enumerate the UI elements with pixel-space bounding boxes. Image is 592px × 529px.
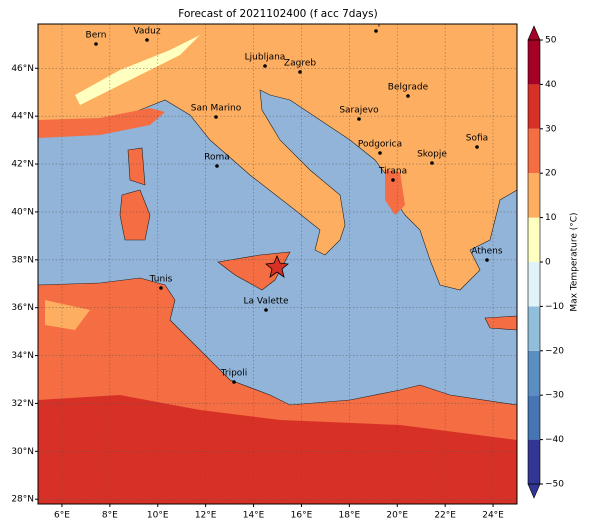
- city-label: Tripoli: [220, 369, 248, 379]
- crete: [484, 315, 517, 331]
- colorbar-band: [528, 306, 540, 351]
- colorbar-tick-label: −40: [545, 435, 564, 445]
- colorbar-label: Max Temperature (°C): [570, 212, 580, 311]
- lat-tick-label: 42°N: [11, 160, 34, 170]
- colorbar-tick-label: −30: [545, 391, 564, 401]
- lon-tick-label: 20°E: [386, 511, 408, 521]
- colorbar-tick-label: 0: [545, 258, 551, 268]
- colorbar: −50 −40 −30 −20 −10 0 10 20 30 40 50: [527, 25, 564, 499]
- lat-tick-label: 36°N: [11, 303, 34, 313]
- colorbar-tick-label: 20: [545, 169, 557, 179]
- colorbar-tick-label: 30: [545, 124, 557, 134]
- city-dot: [214, 115, 218, 119]
- sicily: [217, 251, 291, 291]
- city-dot: [357, 117, 361, 121]
- colorbar-extend-top: [527, 25, 541, 41]
- forecast-star: [265, 254, 289, 278]
- city-dot: [232, 380, 236, 384]
- colorbar-tick-label: 50: [545, 36, 557, 46]
- city-dot: [485, 258, 489, 262]
- lat-tick-label: 40°N: [11, 207, 34, 217]
- colorbar-band: [528, 128, 540, 174]
- colorbar-tick-label: 10: [545, 213, 557, 223]
- lat-tick-label: 44°N: [11, 112, 34, 122]
- city-dot: [374, 29, 378, 33]
- lon-tick-label: 18°E: [339, 511, 361, 521]
- lat-tick-label: 46°N: [11, 64, 34, 74]
- city-dot: [264, 308, 268, 312]
- lat-tick-label: 34°N: [11, 351, 34, 361]
- lon-tick-label: 14°E: [243, 511, 265, 521]
- colorbar-band: [528, 395, 540, 440]
- city-label: Athens: [471, 247, 502, 257]
- city-dot: [159, 286, 163, 290]
- city-label: Skopje: [417, 150, 447, 160]
- axes: 6°E 8°E 10°E 12°E 14°E 16°E 18°E 20°E 22°E 24°E 28…: [11, 64, 504, 521]
- city-label: La Valette: [244, 297, 289, 307]
- colorbar-band: [528, 173, 540, 218]
- city-dot: [215, 164, 219, 168]
- city-label: Belgrade: [388, 83, 429, 93]
- lon-tick-label: 22°E: [434, 511, 456, 521]
- city-dot: [475, 145, 479, 149]
- city-dot: [94, 42, 98, 46]
- grid: [38, 24, 517, 504]
- city-label: Bern: [86, 31, 107, 41]
- city-label: Vaduz: [133, 27, 160, 37]
- city-label: Roma: [204, 153, 230, 163]
- city-label: Ljubljana: [245, 53, 286, 63]
- city-label: Tunis: [149, 275, 173, 285]
- lat-tick-label: 30°N: [11, 447, 34, 457]
- city-dot: [145, 38, 149, 42]
- lat-tick-label: 38°N: [11, 255, 34, 265]
- lon-tick-label: 6°E: [54, 511, 70, 521]
- colorbar-band: [528, 217, 540, 262]
- colorbar-tick-label: −20: [545, 346, 564, 356]
- colorbar-band: [528, 262, 540, 307]
- colorbar-tick-label: −50: [545, 480, 564, 490]
- lon-tick-label: 12°E: [195, 511, 217, 521]
- lon-tick-label: 24°E: [482, 511, 504, 521]
- city-label: Sofia: [466, 134, 488, 144]
- lon-tick-label: 8°E: [102, 511, 118, 521]
- cool-zone: [75, 35, 200, 105]
- city-label: Tirana: [378, 167, 407, 177]
- lat-tick-label: 32°N: [11, 399, 34, 409]
- sardinia: [119, 189, 151, 241]
- colorbar-tick-label: 40: [545, 80, 557, 90]
- colorbar-band: [528, 84, 540, 129]
- warm-zone: [385, 170, 405, 215]
- city-label: Budapest: [355, 18, 398, 28]
- city-dot: [263, 64, 267, 68]
- corsica: [127, 147, 146, 186]
- colorbar-band: [528, 350, 540, 396]
- city-dot: [430, 161, 434, 165]
- colorbar-extend-bottom: [527, 483, 541, 499]
- city-dot: [378, 151, 382, 155]
- city-label: San Marino: [191, 104, 242, 114]
- city-dot: [391, 178, 395, 182]
- city-dot: [298, 70, 302, 74]
- city-label: Podgorica: [358, 140, 402, 150]
- lon-tick-label: 16°E: [291, 511, 313, 521]
- colorbar-band: [528, 40, 540, 85]
- colorbar-band: [528, 439, 540, 484]
- colorbar-tick-label: −10: [545, 302, 564, 312]
- city-label: Sarajevo: [339, 106, 379, 116]
- warm-zone: [38, 108, 165, 138]
- city-label: Zagreb: [284, 59, 316, 69]
- map-frame: [37, 23, 518, 505]
- map-title: Forecast of 2021102400 (f acc 7days): [178, 8, 377, 20]
- lat-tick-label: 28°N: [11, 495, 34, 505]
- city-dot: [406, 94, 410, 98]
- lon-tick-label: 10°E: [147, 511, 169, 521]
